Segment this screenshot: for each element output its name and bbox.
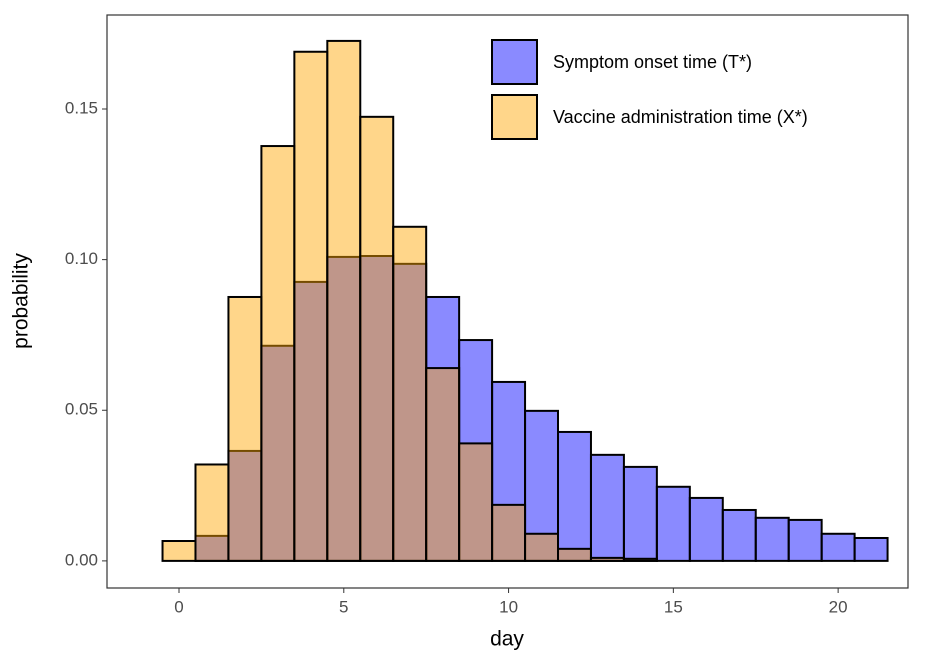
y-axis-title: probability <box>10 253 33 349</box>
hist-bar <box>589 556 625 562</box>
x-tick-label: 10 <box>499 597 518 616</box>
y-tick-label: 0.15 <box>65 98 98 117</box>
hist-bar <box>721 508 757 562</box>
hist-bar <box>622 465 658 562</box>
hist-bar <box>425 367 461 562</box>
hist-bar <box>622 557 658 562</box>
hist-bar <box>194 463 230 562</box>
hist-bar <box>491 503 527 562</box>
hist-bar <box>589 453 625 562</box>
hist-bar <box>754 516 790 562</box>
hist-bar <box>655 485 691 562</box>
y-tick-label: 0.10 <box>65 249 98 268</box>
hist-bar <box>688 496 724 562</box>
panel-border <box>106 14 909 589</box>
hist-bar <box>458 442 494 562</box>
hist-bar <box>557 430 592 562</box>
legend-key <box>491 94 538 140</box>
hist-bar <box>293 50 329 562</box>
y-tick-label: 0.00 <box>65 550 98 569</box>
x-tick-label: 15 <box>664 597 683 616</box>
x-tick-label: 20 <box>829 597 848 616</box>
x-tick-label: 5 <box>339 597 348 616</box>
hist-bar <box>260 145 296 562</box>
legend-key <box>491 39 538 85</box>
hist-bar <box>524 532 560 562</box>
hist-bar <box>161 540 197 562</box>
legend-label: Symptom onset time (T*) <box>553 52 752 72</box>
hist-bar <box>787 518 823 562</box>
hist-bar <box>820 532 856 562</box>
hist-bar <box>326 39 362 562</box>
hist-bar <box>557 547 592 562</box>
legend-label: Vaccine administration time (X*) <box>553 107 808 127</box>
x-tick-label: 0 <box>174 597 183 616</box>
hist-bar <box>359 115 395 562</box>
hist-bar <box>853 536 889 562</box>
hist-bar <box>392 225 428 562</box>
hist-bar <box>227 295 263 562</box>
y-tick-label: 0.05 <box>65 400 98 419</box>
x-axis-title: day <box>490 628 524 651</box>
